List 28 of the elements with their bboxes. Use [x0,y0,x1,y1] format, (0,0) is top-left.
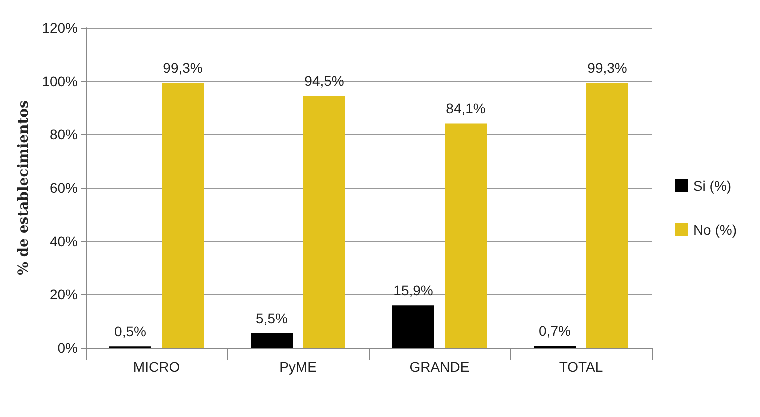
y-tick-label: 120% [42,20,78,36]
x-tick-label: MICRO [133,359,180,375]
data-label: 99,3% [163,60,203,76]
x-tick-label: PyME [280,359,317,375]
bar [162,83,204,348]
bar [304,96,346,348]
y-tick-label: 100% [42,73,78,90]
data-label: 99,3% [588,60,628,76]
data-label: 0,5% [114,324,146,340]
data-label: 0,7% [539,323,571,340]
data-label: 5,5% [256,310,288,326]
y-tick-label: 20% [50,286,78,303]
data-label: 84,1% [446,100,486,117]
bar [251,333,293,348]
x-tick-label: TOTAL [559,359,604,375]
bar [586,83,628,348]
bar [392,306,434,348]
bar [445,124,487,348]
data-label: 15,9% [394,282,434,299]
y-tick-label: 80% [50,126,78,143]
x-tick-label: GRANDE [410,359,470,375]
legend-label: No (%) [693,222,738,238]
y-tick-label: 0% [58,340,78,356]
data-label: 94,5% [304,73,344,89]
legend-label: Si (%) [693,178,732,194]
y-axis-title: % de establecimientos [16,100,32,276]
y-tick-label: 60% [50,180,78,196]
y-tick-label: 40% [50,233,78,250]
